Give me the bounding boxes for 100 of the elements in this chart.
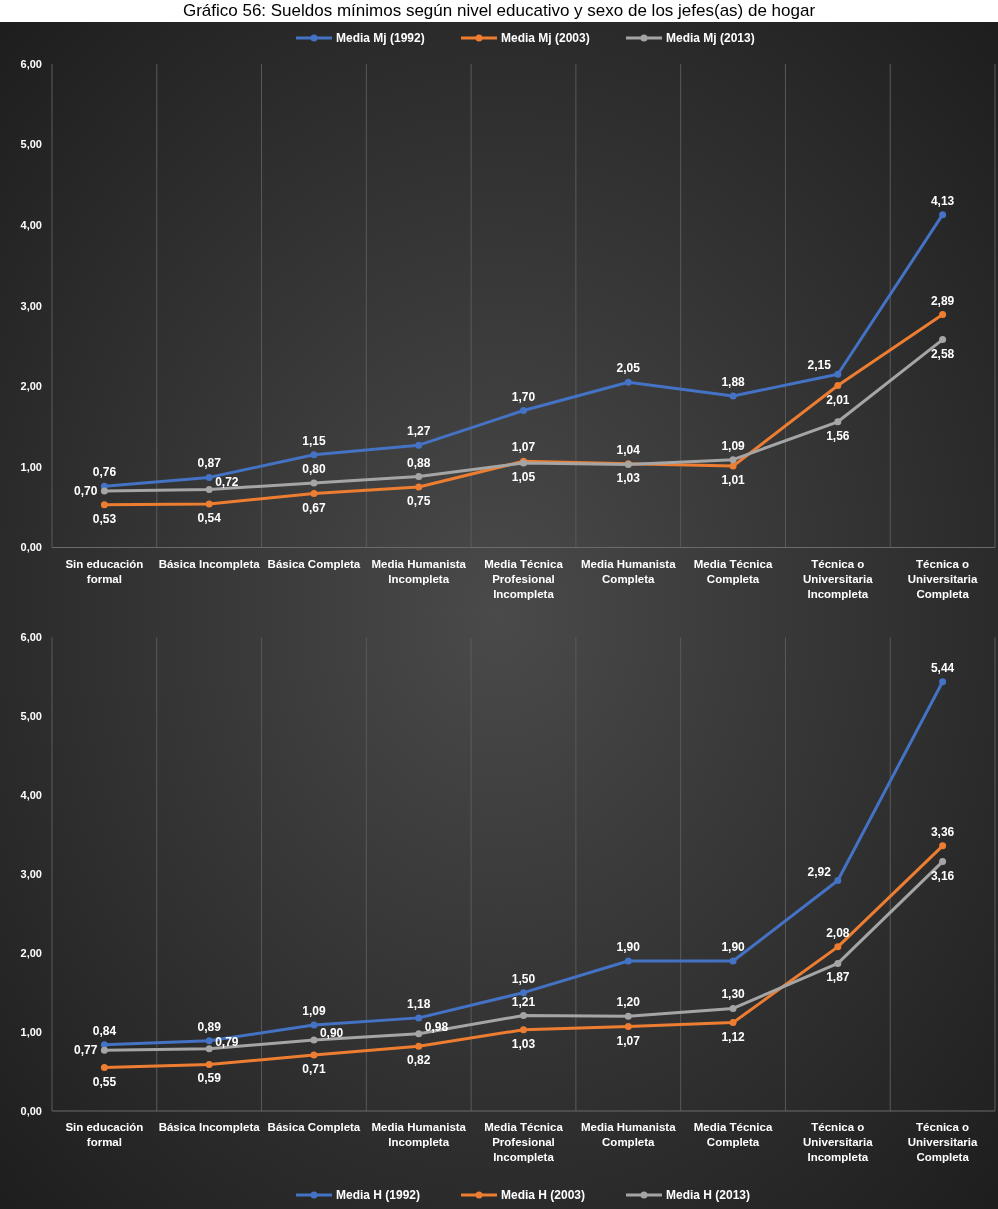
y-tick-label: 3,00 — [20, 299, 42, 312]
data-label: 2,15 — [807, 358, 832, 373]
data-label: 1,90 — [721, 940, 746, 955]
x-tick-label: Básica Incompleta — [158, 557, 261, 570]
data-label: 1,70 — [511, 389, 536, 404]
point — [415, 483, 423, 491]
data-label: 1,01 — [721, 473, 746, 488]
point — [834, 370, 842, 378]
y-tick-label: 4,00 — [20, 789, 42, 802]
point — [415, 441, 423, 449]
x-tick-label: Técnica o Universitaria Completa — [907, 557, 979, 600]
data-label: 2,05 — [616, 361, 641, 376]
point — [939, 842, 947, 850]
point — [624, 1012, 632, 1020]
data-label: 1,56 — [826, 428, 850, 443]
point — [205, 1045, 213, 1053]
point — [939, 678, 947, 686]
y-tick-label: 0,00 — [20, 541, 42, 554]
x-tick-label: Básica Completa — [267, 1121, 361, 1133]
x-tick-label: Media Humanista Completa — [580, 557, 677, 585]
y-tick-label: 6,00 — [20, 631, 42, 644]
data-label: 1,04 — [616, 442, 641, 457]
data-label: 0,72 — [215, 475, 239, 490]
point — [834, 382, 842, 390]
point — [624, 1023, 632, 1031]
data-label: 0,88 — [407, 455, 431, 470]
point — [415, 473, 423, 481]
x-tick-label: Técnica o Universitaria Completa — [907, 1121, 979, 1163]
legend-label: Media Mj (2013) — [666, 31, 755, 46]
point — [834, 943, 842, 951]
data-label: 0,54 — [197, 510, 222, 525]
data-label: 1,30 — [721, 987, 746, 1002]
y-tick-label: 4,00 — [20, 219, 42, 232]
point — [729, 1004, 737, 1012]
x-tick-label: Básica Completa — [267, 557, 361, 570]
point — [100, 1064, 108, 1072]
data-label: 3,16 — [930, 868, 955, 883]
point — [624, 378, 632, 386]
data-label: 0,80 — [302, 462, 326, 477]
data-label: 0,76 — [92, 465, 117, 480]
point — [939, 858, 947, 866]
x-tick-label: Sin educación formal — [65, 557, 144, 585]
data-label: 0,79 — [215, 1034, 239, 1049]
y-tick-label: 2,00 — [20, 947, 42, 960]
point — [624, 957, 632, 965]
data-label: 0,55 — [92, 1074, 117, 1089]
point — [310, 1051, 318, 1059]
point — [834, 877, 842, 885]
point — [310, 1021, 318, 1029]
data-label: 2,89 — [930, 293, 955, 308]
point — [729, 392, 737, 400]
data-label: 0,82 — [407, 1053, 431, 1068]
data-label: 4,13 — [930, 193, 955, 208]
data-label: 1,18 — [407, 996, 431, 1011]
y-tick-label: 0,00 — [20, 1104, 42, 1117]
point — [205, 485, 213, 493]
point — [939, 336, 947, 344]
point — [520, 407, 527, 415]
chart-title: Gráfico 56: Sueldos mínimos según nivel educativo y sexo de los jefes(as) de hogar — [182, 1, 816, 20]
data-label: 1,09 — [302, 1003, 326, 1018]
point — [834, 959, 842, 967]
point — [205, 473, 213, 481]
y-tick-label: 1,00 — [20, 460, 42, 473]
point — [205, 1037, 213, 1045]
point — [415, 1030, 423, 1038]
data-label: 2,58 — [930, 346, 955, 361]
legend-label: Media H (1992) — [336, 1188, 421, 1203]
point — [100, 1046, 108, 1054]
point — [729, 1019, 737, 1027]
x-tick-label: Media Humanista Incompleta — [371, 557, 467, 585]
x-tick-label: Media Técnica Completa — [693, 1121, 773, 1148]
y-tick-label: 2,00 — [20, 380, 42, 393]
data-label: 0,75 — [407, 494, 431, 509]
x-tick-label: Media Humanista Completa — [580, 1121, 677, 1148]
data-label: 1,09 — [721, 438, 746, 453]
point — [100, 501, 108, 509]
point — [310, 1036, 318, 1044]
data-label: 1,07 — [511, 440, 536, 455]
point — [729, 462, 737, 470]
data-label: 0,70 — [74, 484, 98, 499]
legend-label: Media Mj (1992) — [336, 31, 425, 46]
data-label: 1,20 — [616, 995, 641, 1010]
data-label: 0,89 — [197, 1019, 222, 1034]
point — [205, 1060, 213, 1068]
y-tick-label: 3,00 — [20, 868, 42, 881]
data-label: 0,77 — [74, 1043, 98, 1058]
point — [520, 989, 527, 997]
data-label: 0,67 — [302, 500, 326, 515]
x-tick-label: Técnica o Universitaria Incompleta — [802, 557, 874, 600]
point — [939, 211, 947, 219]
y-tick-label: 6,00 — [20, 57, 42, 70]
point — [310, 451, 318, 459]
y-tick-label: 1,00 — [20, 1025, 42, 1038]
x-tick-label: Media Técnica Completa — [693, 557, 773, 585]
x-tick-label: Sin educación formal — [65, 1121, 144, 1148]
data-label: 1,21 — [511, 994, 536, 1009]
legend-label: Media H (2013) — [666, 1188, 751, 1203]
y-tick-label: 5,00 — [20, 138, 42, 151]
point — [729, 957, 737, 965]
data-label: 0,98 — [424, 1019, 449, 1034]
